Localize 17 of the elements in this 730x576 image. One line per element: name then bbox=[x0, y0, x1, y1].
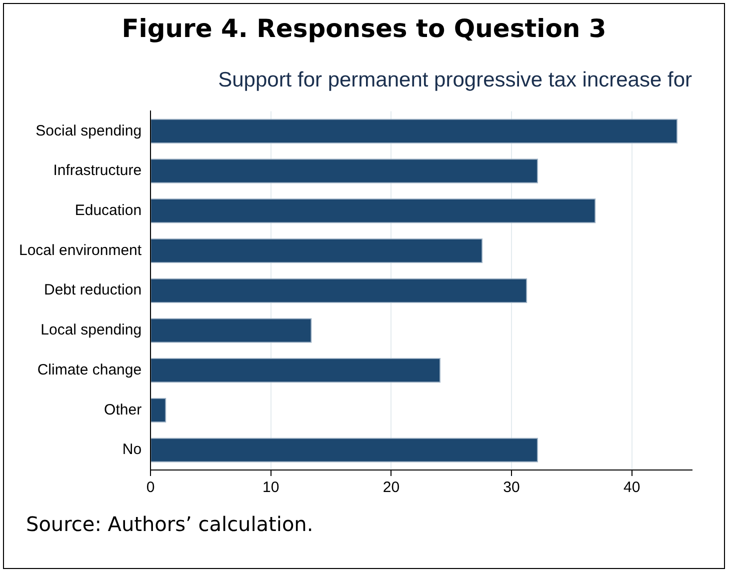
x-tick-label: 30 bbox=[503, 479, 520, 496]
y-tick-label: No bbox=[122, 441, 142, 458]
y-tick-label: Social spending bbox=[36, 122, 142, 140]
chart-title: Figure 4. Responses to Question 3 bbox=[120, 14, 608, 43]
y-tick-label: Education bbox=[74, 202, 142, 220]
y-tick-label: Local spending bbox=[40, 322, 142, 339]
x-tick-label: 10 bbox=[262, 479, 280, 496]
x-tick-label: 40 bbox=[623, 479, 640, 496]
x-tick-label: 20 bbox=[382, 479, 400, 496]
y-tick-label: Climate change bbox=[37, 361, 142, 378]
y-tick-label: Other bbox=[104, 401, 142, 418]
y-tick-label: Local environment bbox=[18, 242, 142, 259]
y-tick-label: Infrastructure bbox=[53, 162, 142, 180]
y-tick-label: Debt reduction bbox=[44, 282, 142, 299]
x-tick-label: 0 bbox=[146, 479, 155, 496]
source-note: Source: Authors’ calculation. bbox=[26, 512, 314, 536]
chart-subtitle: Support for permanent progressive tax increase for bbox=[218, 68, 692, 92]
